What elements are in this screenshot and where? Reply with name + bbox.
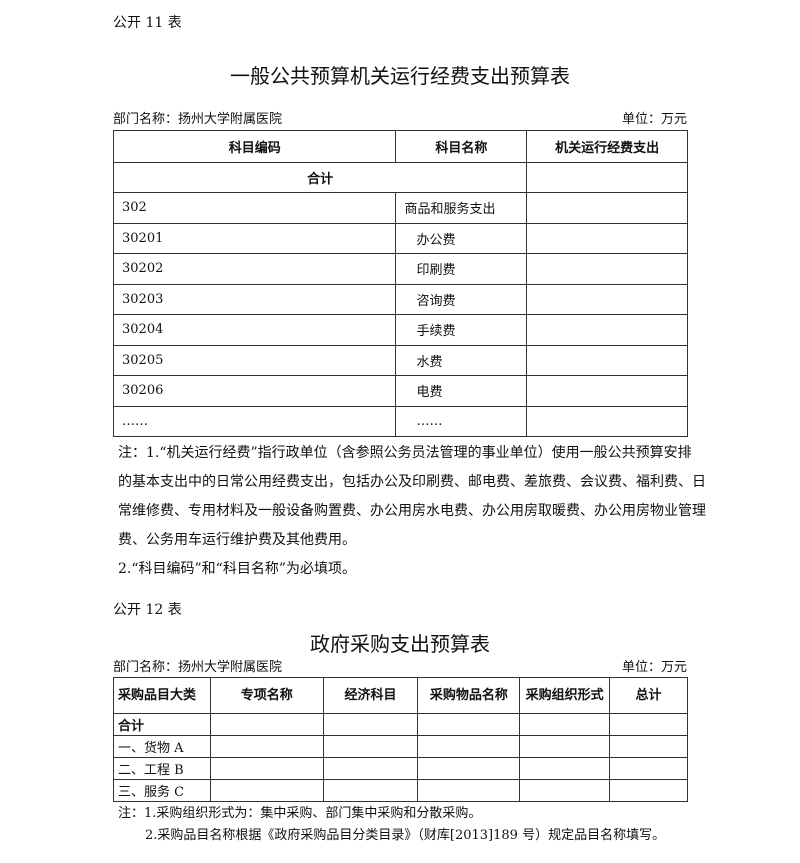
expense-table: 科目编码 科目名称 机关运行经费支出 合计 302 商品和服务支出 30201 办公费… [112,130,688,437]
name-cell: 商品和服务支出 [395,192,528,224]
table-row: 302 商品和服务支出 [112,192,688,224]
value-cell [322,757,419,780]
table-label: 公开 11 表 [113,15,182,31]
dept-name: 部门名称：扬州大学附属医院 [113,660,283,675]
name-cell: 办公费 [395,222,528,254]
amount-cell [526,314,688,346]
category-cell: 合计 [113,713,211,736]
code-cell: 30202 [112,253,397,285]
value-cell [417,779,521,802]
table-header-row: 科目编码 科目名称 机关运行经费支出 [112,130,688,163]
value-cell [417,735,521,758]
name-cell: 手续费 [395,314,528,346]
value-cell [322,779,419,802]
table-row: 三、服务 C [113,779,688,802]
header-cell: 经济科目 [322,677,419,714]
table-header-row: 采购品目大类 专项名称 经济科目 采购物品名称 采购组织形式 总计 [113,677,688,714]
total-row: 合计 [112,162,688,193]
code-cell: 30204 [112,314,397,346]
value-cell [519,757,611,780]
category-cell: 三、服务 C [113,779,211,802]
amount-cell [526,283,688,315]
header-cell: 科目名称 [395,130,528,163]
table-row: 30202 印刷费 [112,253,688,285]
note-line: 的基本支出中的日常公用经费支出，包括办公及印刷费、邮电费、差旅费、会议费、福利费… [118,474,706,490]
table-row: 30201 办公费 [112,222,688,254]
value-cell [519,713,611,736]
value-cell [519,735,611,758]
value-cell [609,779,688,802]
code-cell: 30206 [112,375,397,407]
code-cell: 302 [112,192,397,224]
table-title: 政府采购支出预算表 [310,632,490,656]
header-cell: 机关运行经费支出 [526,130,688,163]
code-cell: 30201 [112,222,397,254]
table-label: 公开 12 表 [113,602,182,618]
header-cell: 专项名称 [209,677,324,714]
header-cell: 采购品目大类 [113,677,211,714]
header-cell: 采购物品名称 [417,677,521,714]
table-title: 一般公共预算机关运行经费支出预算表 [230,64,570,88]
note-line: 2.“科目编码”和“科目名称”为必填项。 [118,561,356,577]
table-row: 一、货物 A [113,735,688,758]
value-cell [209,713,324,736]
value-cell [609,735,688,758]
table-row: 合计 [113,713,688,736]
header-cell: 总计 [609,677,688,714]
note-line: 注：1.采购组织形式为：集中采购、部门集中采购和分散采购。 [118,806,482,821]
note-line: 注：1.“机关运行经费”指行政单位（含参照公务员法管理的事业单位）使用一般公共预… [118,445,692,461]
table-row: 30205 水费 [112,344,688,376]
amount-cell [526,222,688,254]
unit-label: 单位：万元 [621,112,687,127]
name-cell: …… [395,405,528,437]
value-cell [209,779,324,802]
amount-cell [526,405,688,437]
dept-name: 部门名称：扬州大学附属医院 [113,112,283,127]
value-cell [519,779,611,802]
value-cell [209,735,324,758]
table-row: 30203 咨询费 [112,283,688,315]
notes: 注：1.“机关运行经费”指行政单位（含参照公务员法管理的事业单位）使用一般公共预… [118,439,706,584]
table-row: 30204 手续费 [112,314,688,346]
note-line: 费、公务用车运行维护费及其他费用。 [118,532,356,548]
amount-cell [526,162,688,193]
value-cell [609,757,688,780]
name-cell: 电费 [395,375,528,407]
value-cell [322,735,419,758]
note-line: 2.采购品目名称根据《政府采购品目分类目录》（财库[2013]189 号）规定品… [145,828,666,843]
category-cell: 二、工程 B [113,757,211,780]
note-line: 常维修费、专用材料及一般设备购置费、办公用房水电费、办公用房取暖费、办公用房物业… [118,503,706,519]
name-cell: 水费 [395,344,528,376]
value-cell [322,713,419,736]
amount-cell [526,375,688,407]
amount-cell [526,253,688,285]
code-cell: 30203 [112,283,397,315]
category-cell: 一、货物 A [113,735,211,758]
amount-cell [526,192,688,224]
name-cell: 印刷费 [395,253,528,285]
value-cell [609,713,688,736]
unit-label: 单位：万元 [621,660,687,675]
value-cell [209,757,324,780]
header-cell: 科目编码 [112,130,397,163]
code-cell: 30205 [112,344,397,376]
total-label: 合计 [112,162,528,193]
table-row: ………… [112,405,688,437]
name-cell: 咨询费 [395,283,528,315]
table-row: 30206 电费 [112,375,688,407]
value-cell [417,757,521,780]
code-cell: …… [112,405,397,437]
header-cell: 采购组织形式 [519,677,611,714]
table-row: 二、工程 B [113,757,688,780]
amount-cell [526,344,688,376]
procurement-table: 采购品目大类 专项名称 经济科目 采购物品名称 采购组织形式 总计 合计 一、货物 A 二、工… [113,677,688,802]
value-cell [417,713,521,736]
